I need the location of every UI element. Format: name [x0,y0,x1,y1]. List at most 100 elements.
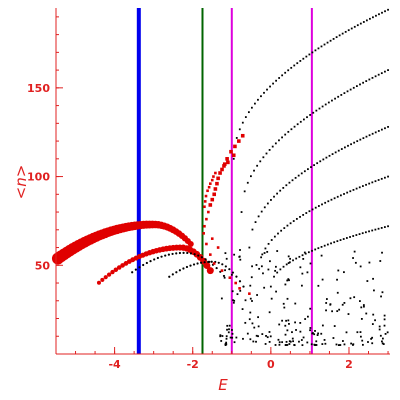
noise-point [299,266,302,269]
fan-2-point [310,166,312,169]
noise-point [249,297,252,300]
fan-3-point [374,180,377,183]
fan-1-point [371,76,374,79]
noise-point [381,340,383,343]
fan-1-point [256,164,259,167]
noise-point [229,336,232,339]
y-axis-label: <n> [12,165,30,200]
fan-4-point [358,233,361,235]
curve-2-point [200,256,204,259]
curve-2-point [186,251,189,255]
noise-point [354,261,357,264]
fan-0-point [329,39,332,42]
x-tick-label: -4 [108,358,121,371]
noise-point [257,325,260,328]
fan-4-point [292,259,294,262]
noise-point [309,307,312,310]
fan-3-point [299,215,301,218]
noise-point [379,334,382,337]
vertical-lines [136,8,313,354]
curve-3-point [231,271,235,274]
cluster-1-point [216,176,220,181]
fan-0-point [314,49,317,52]
noise-point [301,272,304,275]
noise-point [303,251,306,254]
fan-1-point [293,125,296,128]
fan-3-point [358,186,361,189]
noise-point [371,323,374,325]
fan-2-point [340,148,343,150]
noise-point [361,343,364,346]
noise-point [263,286,266,289]
noise-point [333,325,336,327]
noise-point [233,341,236,344]
cluster-1-point [212,192,217,197]
cluster-0-point [202,232,205,235]
noise-point [287,262,290,264]
fan-0-point [317,47,320,50]
fan-1-point [296,123,299,126]
cluster-0-point [228,276,232,280]
noise-point [251,322,254,325]
curve-3-point [175,271,178,274]
cluster-0-point [205,217,208,221]
cluster-0-point [220,269,224,272]
fan-4-point [364,231,367,234]
noise-point [255,264,258,266]
fan-3-point [380,177,383,180]
fan-1-point [321,105,324,108]
curve-2-point [215,266,218,270]
fan-2-point [282,186,285,189]
fan-2-point [254,221,257,224]
cluster-1-point [220,167,224,172]
noise-point [291,331,293,334]
noise-point [225,337,228,340]
fan-3-point [355,187,358,190]
fan-3-point [258,267,261,270]
fan-0-point [272,82,274,85]
fan-1-point [290,128,293,131]
fan-0-point [232,157,235,160]
cluster-0-point [203,224,206,228]
fan-4-point [352,235,355,237]
fan-2-point [384,127,386,130]
curve-2-point [193,253,196,256]
fan-3-point [277,232,279,235]
noise-point [241,308,244,311]
noise-point [313,343,316,346]
noise-point [337,269,340,272]
noise-point [321,324,324,327]
fan-2-point [273,195,275,198]
noise-point [371,342,374,345]
curve-2-point [142,263,145,267]
fan-4-point [298,255,301,258]
noise-point [281,341,284,344]
fan-2-point [387,125,389,128]
noise-point [225,257,228,260]
curve-3-point [182,267,185,270]
noise-point [373,289,375,292]
curve-3-point [189,264,192,267]
fan-0-point [235,137,238,139]
cluster-0-point [205,242,208,246]
fan-1-point [284,133,287,136]
noise-point [361,339,364,342]
fan-2-point [251,228,254,231]
noise-point [323,339,326,341]
noise-point [224,343,227,346]
fan-0-point [302,57,305,60]
noise-point [268,311,271,314]
cluster-0-point [212,175,215,178]
noise-point [317,332,320,335]
cluster-0-point [209,182,212,185]
noise-point [220,340,223,342]
noise-point [257,316,259,319]
noise-point [231,336,234,339]
fan-1-point [355,85,358,88]
fan-1-point [278,139,280,142]
fan-2-point [380,128,383,131]
fan-0-point [275,79,278,82]
noise-point [284,333,287,336]
noise-point [295,329,297,331]
noise-point [302,258,305,260]
